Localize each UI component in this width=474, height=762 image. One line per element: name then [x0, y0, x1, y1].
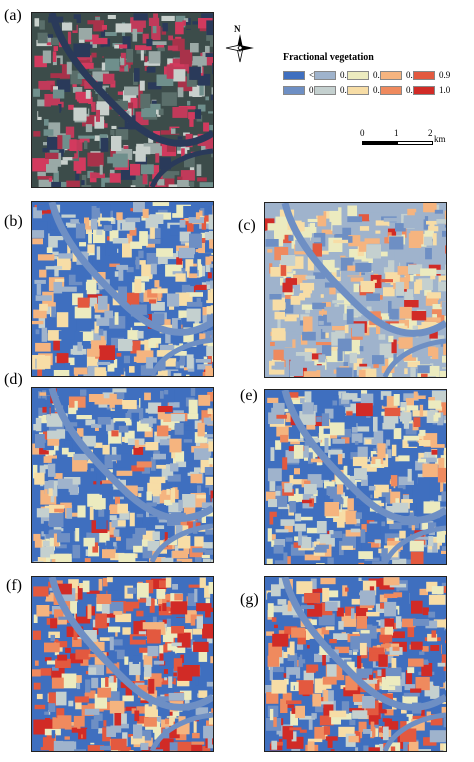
scale-unit: km: [434, 134, 446, 144]
legend-swatch: [347, 85, 369, 95]
legend-item: 0.3: [314, 70, 351, 80]
legend-swatch: [380, 85, 402, 95]
scale-segment-black: [362, 141, 398, 145]
panel-label-c: (c): [238, 217, 256, 234]
map-panel-a-false-color: [31, 12, 214, 188]
map-panel-b: [31, 201, 214, 377]
legend-label: 0.7: [406, 70, 418, 80]
panel-label-a: (a): [4, 7, 22, 24]
legend-swatch: [283, 85, 305, 95]
map-panel-d: [31, 387, 214, 563]
legend-item: 0.8: [380, 85, 417, 95]
legend-item: 0.7: [380, 70, 417, 80]
legend-label: 0.4: [340, 85, 352, 95]
scale-tick-0: 0: [360, 128, 365, 138]
legend-swatch: [380, 70, 402, 80]
panel-label-g: (g): [240, 591, 259, 608]
north-label: N: [234, 24, 241, 34]
legend-swatch: [413, 85, 435, 95]
legend-label: 0.3: [340, 70, 352, 80]
legend-item: 1.0: [413, 85, 450, 95]
legend-title: Fractional vegetation: [283, 52, 374, 63]
legend-item: 0.9: [413, 70, 450, 80]
legend-item: 0.6: [347, 85, 384, 95]
scale-bar: 0 1 2 km: [360, 128, 472, 148]
legend-label: 0.8: [406, 85, 418, 95]
panel-label-b: (b): [4, 213, 23, 230]
legend-swatch: [413, 70, 435, 80]
legend-label: 1.0: [439, 85, 451, 95]
scale-tick-2: 2: [428, 128, 433, 138]
map-panel-f: [31, 576, 214, 752]
legend-label: 0.5: [373, 70, 385, 80]
legend-swatch: [347, 70, 369, 80]
legend-swatch: [283, 70, 305, 80]
legend-item: 0.5: [347, 70, 384, 80]
scale-segment-white: [397, 141, 433, 145]
panel-label-e: (e): [240, 387, 258, 404]
legend-item: 0.4: [314, 85, 351, 95]
map-panel-c: [264, 202, 447, 378]
legend-swatch: [314, 70, 336, 80]
panel-label-d: (d): [4, 371, 23, 388]
legend-label: 0.9: [439, 70, 451, 80]
legend-label: 0.6: [373, 85, 385, 95]
map-panel-e: [264, 389, 447, 565]
scale-tick-1: 1: [394, 128, 399, 138]
legend-swatch: [314, 85, 336, 95]
map-panel-g: [264, 576, 447, 752]
panel-label-f: (f): [6, 577, 22, 594]
north-arrow-icon: [225, 34, 254, 63]
